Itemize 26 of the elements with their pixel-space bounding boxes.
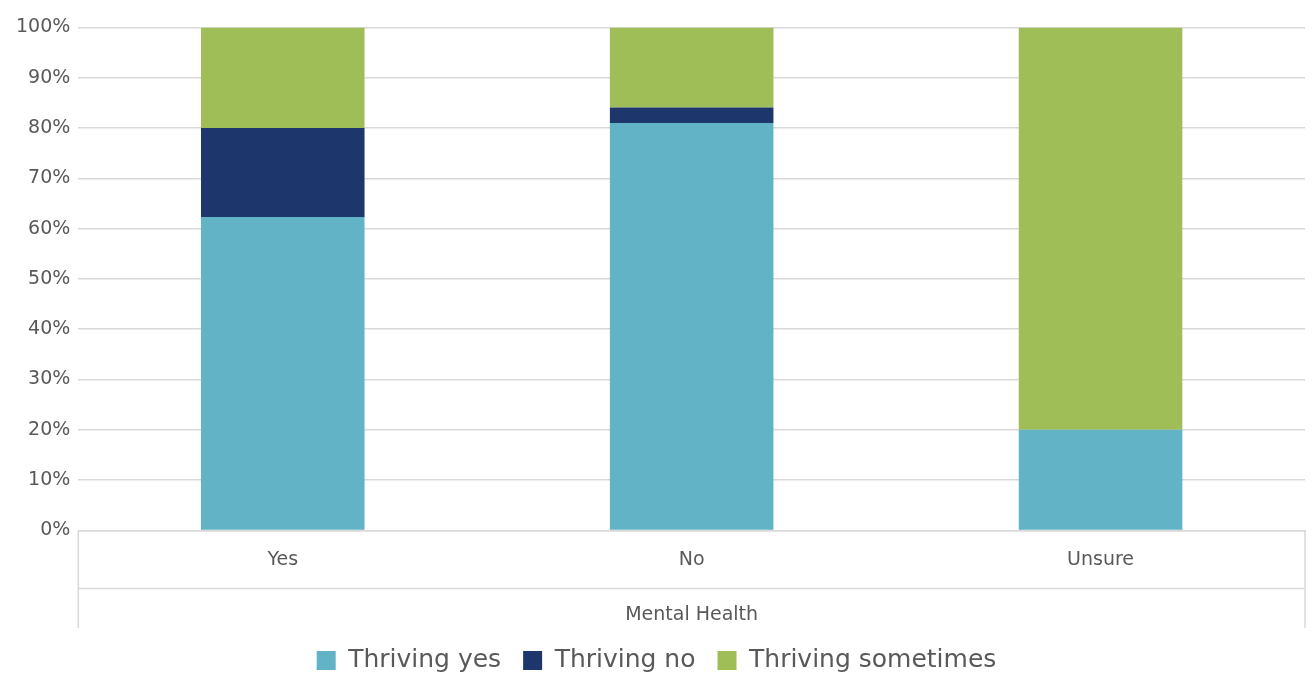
y-tick-label: 100% — [15, 14, 71, 37]
y-tick-label: 0% — [40, 517, 71, 540]
y-tick-label: 20% — [28, 416, 71, 439]
y-tick-label: 30% — [28, 366, 71, 389]
y-tick-label: 10% — [28, 467, 71, 490]
bar — [609, 107, 774, 123]
y-tick-label: 70% — [28, 165, 71, 188]
y-tick-label: 50% — [28, 265, 71, 288]
bar — [1018, 27, 1183, 430]
x-tick-label: Unsure — [1067, 546, 1135, 569]
legend-label: Thriving no — [553, 644, 696, 673]
x-tick-label: Yes — [266, 546, 299, 569]
bar — [609, 27, 774, 108]
y-tick-label: 90% — [28, 64, 71, 87]
x-axis-title: Mental Health — [625, 601, 759, 624]
y-tick-label: 40% — [28, 316, 71, 339]
legend-label: Thriving yes — [347, 644, 502, 673]
bar — [1018, 429, 1183, 530]
y-tick-label: 60% — [28, 215, 71, 238]
y-tick-label: 80% — [28, 114, 71, 137]
bar — [609, 122, 774, 530]
bar — [200, 217, 365, 530]
x-tick-label: No — [678, 546, 705, 569]
bar — [200, 27, 365, 128]
bar — [200, 128, 365, 218]
legend-label: Thriving sometimes — [748, 644, 997, 673]
